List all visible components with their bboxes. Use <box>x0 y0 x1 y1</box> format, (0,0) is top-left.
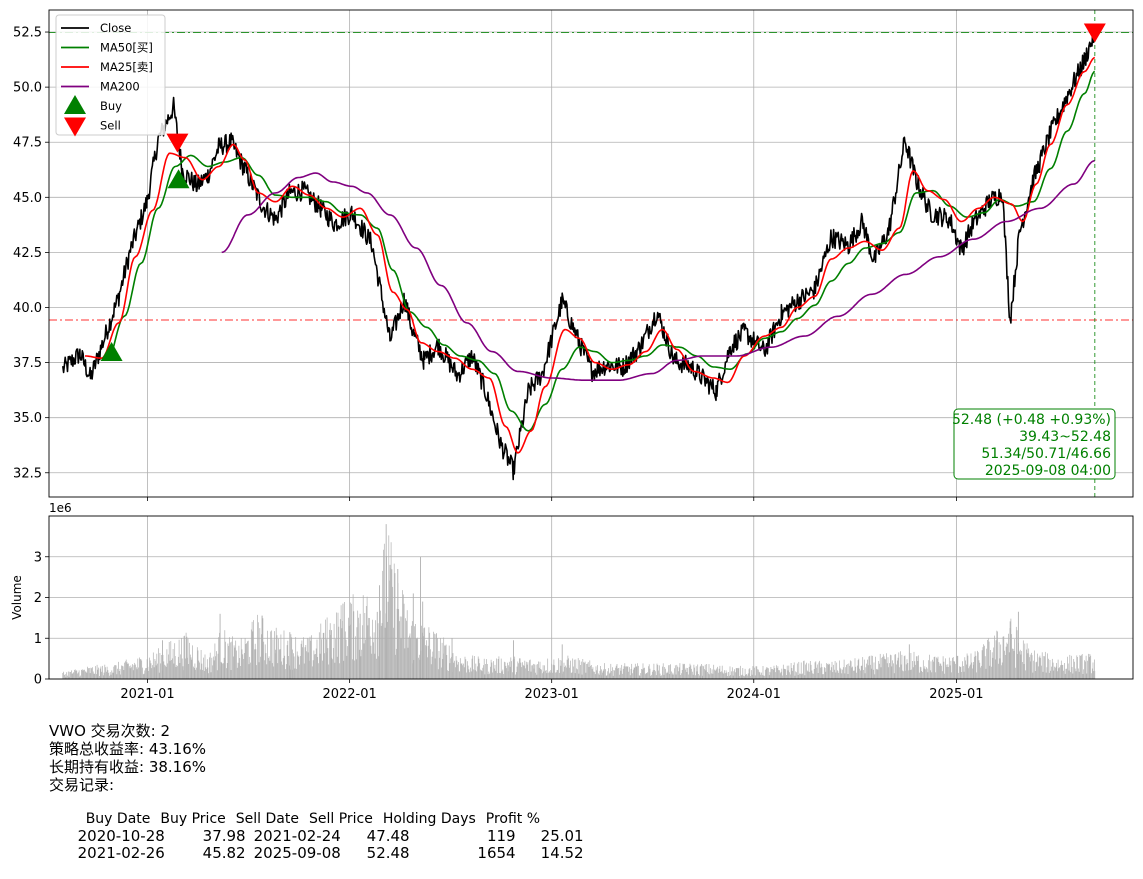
header-buy-date: Buy Date <box>85 811 151 827</box>
legend-box <box>55 14 166 136</box>
y-tick-label: 47.5 <box>13 136 42 151</box>
legend-label: MA25[卖] <box>100 60 153 74</box>
trade-table-header: Buy Date Buy Price Sell Date Sell Price Hold… <box>49 794 749 827</box>
buy-marker <box>167 169 190 189</box>
backtest-summary: VWO 交易次数: 2 策略总收益率: 43.16% 长期持有收益: 38.16… <box>49 722 749 862</box>
legend: Close MA50[买] MA25[卖] MA200 Buy Sell <box>55 14 166 137</box>
sell-marker <box>166 133 189 153</box>
cell-holding-days: 1654 <box>477 844 516 862</box>
cell-sell-date: 2025-09-08 <box>253 844 341 862</box>
volume-y-tick-label: 0 <box>34 673 42 688</box>
sell-marker <box>1083 23 1106 43</box>
x-tick-label: 2023-01 <box>525 687 579 702</box>
legend-buy-marker <box>64 95 86 114</box>
cell-profit: 14.52 <box>540 844 584 862</box>
info-box-line: 39.43~52.48 <box>1019 429 1111 445</box>
y-tick-label: 45.0 <box>13 191 42 206</box>
cell-holding-days: 119 <box>486 827 516 845</box>
x-tick-label: 2022-01 <box>322 687 376 702</box>
trade-count-text: VWO 交易次数: 2 <box>49 722 171 740</box>
y-tick-label: 50.0 <box>13 81 42 96</box>
x-tick-label: 2025-01 <box>929 687 983 702</box>
y-tick-label: 52.5 <box>13 26 42 41</box>
legend-label: MA50[买] <box>100 41 153 55</box>
ma200-series <box>221 159 1095 381</box>
strategy-return-text: 策略总收益率: 43.16% <box>49 740 207 758</box>
volume-y-tick-label: 1 <box>34 632 42 647</box>
volume-y-tick-label: 2 <box>34 591 42 606</box>
plot-area <box>49 10 1133 497</box>
plot-frame <box>48 9 1134 498</box>
y-tick-label: 32.5 <box>13 466 42 481</box>
ma25-series <box>85 56 1095 454</box>
legend-label: MA200 <box>100 80 140 94</box>
legend-sell-marker <box>64 117 86 137</box>
y-tick-label: 40.0 <box>13 301 42 316</box>
cell-buy-date: 2021-02-26 <box>77 844 165 862</box>
cell-sell-date: 2021-02-24 <box>253 827 341 845</box>
x-tick-label: 2021-01 <box>120 687 174 702</box>
cell-buy-price: 45.82 <box>202 844 246 862</box>
cell-sell-price: 52.48 <box>366 844 410 862</box>
trade-records-table: Buy Date Buy Price Sell Date Sell Price Hold… <box>49 794 749 862</box>
y-tick-label: 37.5 <box>13 356 42 371</box>
cell-buy-price: 37.98 <box>202 827 246 845</box>
legend-label: Buy <box>100 99 122 113</box>
info-box <box>953 408 1116 480</box>
info-box-line: 51.34/50.71/46.66 <box>981 446 1111 462</box>
volume-plot-frame <box>48 515 1134 680</box>
cell-sell-price: 47.48 <box>366 827 410 845</box>
header-sell-date: Sell Date <box>235 811 299 827</box>
header-sell-price: Sell Price <box>308 811 373 827</box>
cell-profit: 25.01 <box>540 827 584 845</box>
x-tick-label: 2024-01 <box>727 687 781 702</box>
volume-y-tick-label: 3 <box>34 550 42 565</box>
info-box-line: 2025-09-08 04:00 <box>985 463 1111 479</box>
y-tick-label: 35.0 <box>13 411 42 426</box>
cell-buy-date: 2020-10-28 <box>77 827 165 845</box>
buy-marker <box>100 342 123 362</box>
legend-label: Close <box>100 21 131 35</box>
header-holding-days: Holding Days <box>382 811 476 827</box>
trade-row: 2021-02-26 45.82 2025-09-08 52.48 1654 14.52 <box>49 828 749 862</box>
info-box-line: 52.48 (+0.48 +0.93%) <box>952 412 1111 428</box>
y-tick-label: 42.5 <box>13 246 42 261</box>
trade-records-title: 交易记录: <box>49 776 115 794</box>
price-chart: 32.5 35.0 37.5 40.0 42.5 45.0 47.5 50.0 52.5 52.4… <box>13 9 1134 501</box>
trade-row: 2020-10-28 37.98 2021-02-24 47.48 119 25.01 <box>49 811 749 845</box>
volume-axis-label: Volume <box>10 575 24 620</box>
header-profit: Profit % <box>485 811 541 827</box>
figure: 32.5 35.0 37.5 40.0 42.5 45.0 47.5 50.0 52.5 52.4… <box>10 9 1134 702</box>
buy-hold-return-text: 长期持有收益: 38.16% <box>49 758 207 776</box>
volume-offset-text: 1e6 <box>49 501 72 515</box>
volume-bars <box>62 524 1096 679</box>
legend-label: Sell <box>100 119 121 133</box>
header-buy-price: Buy Price <box>160 811 226 827</box>
volume-chart: 2021-01 2022-01 2023-01 2024-01 2025-01 0 1 2 3 1… <box>10 501 1134 702</box>
